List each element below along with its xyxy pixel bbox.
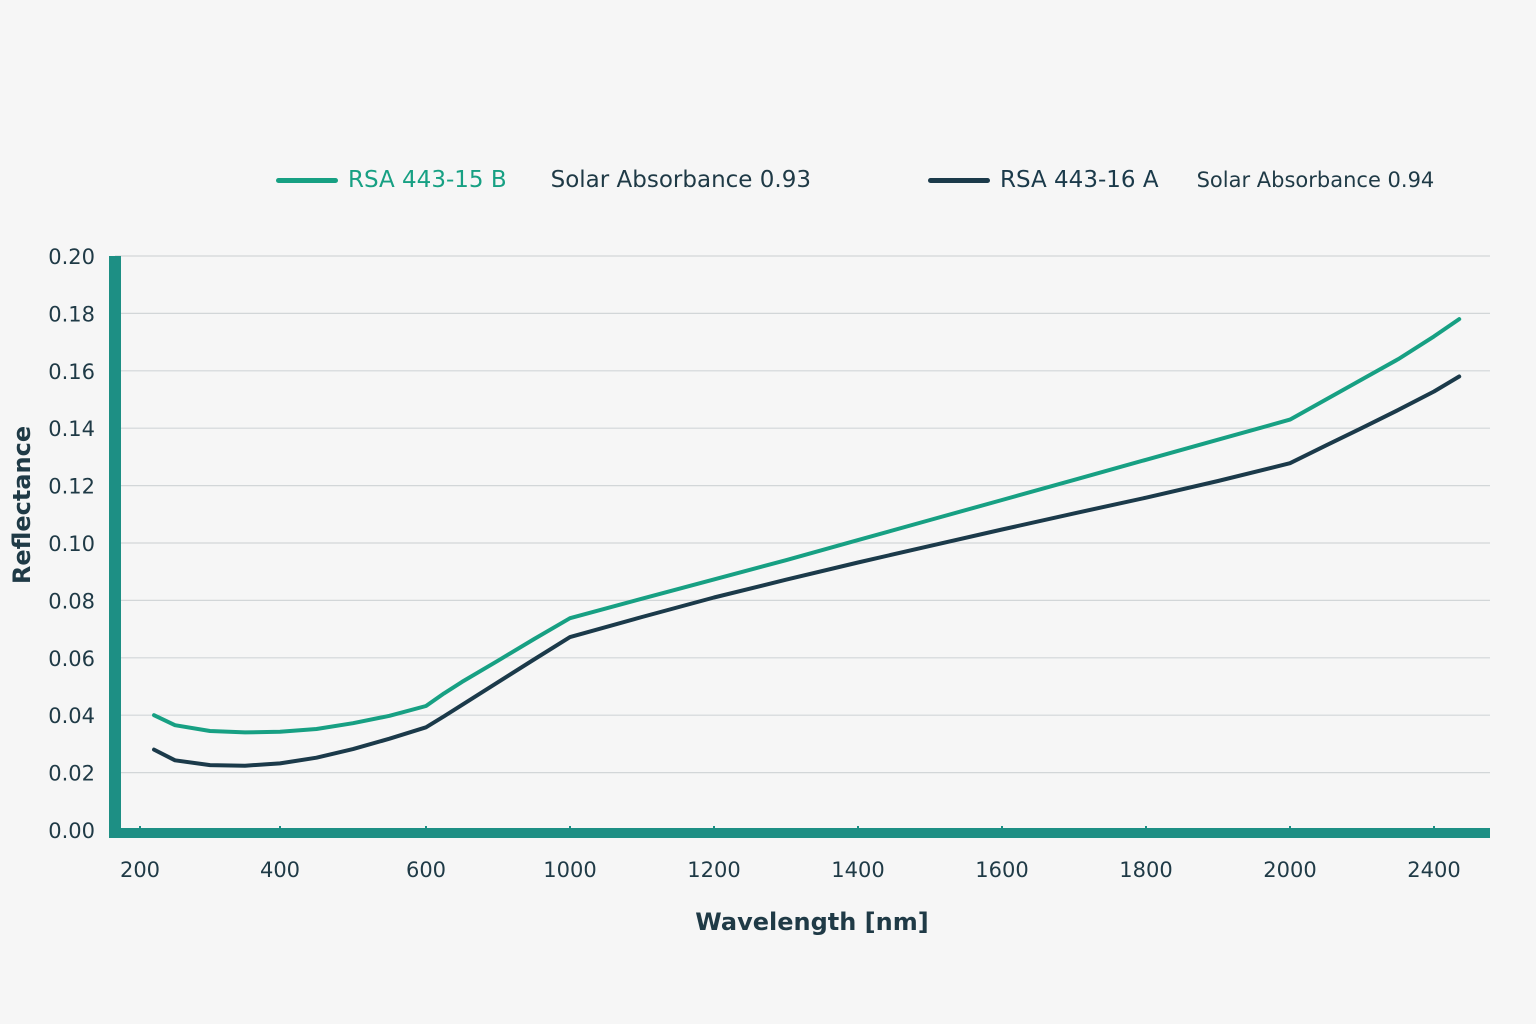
y-tick-label: 0.16 (48, 360, 95, 384)
x-tick-label: 200 (120, 858, 160, 882)
series-lines (152, 317, 1462, 768)
y-tick-label: 0.12 (48, 475, 95, 499)
x-tick-label: 1600 (975, 858, 1028, 882)
y-axis-line (109, 256, 121, 836)
grid (115, 255, 1490, 774)
legend-label-series-2: RSA 443-16 A (1000, 167, 1159, 193)
x-tick-label: 2000 (1263, 858, 1316, 882)
series-line-1 (152, 317, 1462, 735)
y-tick-label: 0.02 (48, 762, 95, 786)
y-tick-label: 0.18 (48, 302, 95, 326)
legend-swatch-series-2 (928, 177, 990, 183)
x-tick-label: 1800 (1119, 858, 1172, 882)
x-tick-label: 1400 (831, 858, 884, 882)
y-axis-title: Reflectance (8, 426, 36, 584)
x-tick-label: 1200 (687, 858, 740, 882)
x-tick-label: 400 (260, 858, 300, 882)
y-tick-label: 0.00 (48, 819, 95, 843)
x-axis-title: Wavelength [nm] (695, 908, 928, 936)
x-tick-label: 2400 (1407, 858, 1460, 882)
legend-absorbance-series-1: Solar Absorbance 0.93 (550, 167, 811, 193)
legend-swatch-series-1 (276, 177, 338, 183)
legend-item-series-2: RSA 443-16 A Solar Absorbance 0.94 (928, 162, 1434, 198)
x-tick-label: 1000 (543, 858, 596, 882)
series-line-2 (152, 374, 1462, 768)
axes (109, 256, 1490, 838)
y-tick-label: 0.08 (48, 589, 95, 613)
x-tick-label: 600 (406, 858, 446, 882)
y-tick-label: 0.10 (48, 532, 95, 556)
y-axis-ticks: 0.00 0.02 0.04 0.06 0.08 0.10 0.12 0.14 0.16 0.18… (48, 245, 95, 843)
y-tick-label: 0.06 (48, 647, 95, 671)
legend-item-series-1: RSA 443-15 B Solar Absorbance 0.93 (276, 162, 811, 198)
legend-label-series-1: RSA 443-15 B (348, 167, 507, 193)
x-axis-line (109, 828, 1490, 838)
y-tick-label: 0.04 (48, 704, 95, 728)
legend-absorbance-series-2: Solar Absorbance 0.94 (1196, 168, 1435, 192)
y-tick-label: 0.20 (48, 245, 95, 269)
y-tick-label: 0.14 (48, 417, 95, 441)
